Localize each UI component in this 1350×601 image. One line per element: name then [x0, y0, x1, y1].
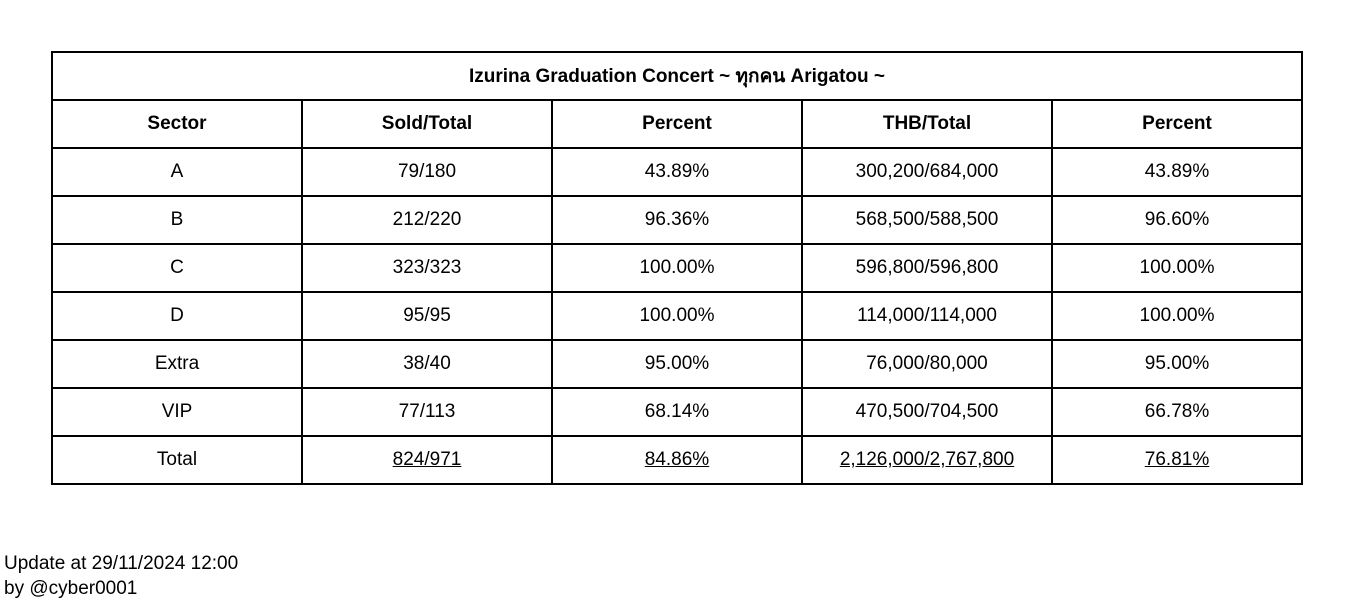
- cell-sold-total: 212/220: [301, 195, 553, 245]
- total-thb: 2,126,000/2,767,800: [801, 435, 1053, 485]
- cell-percent-thb: 95.00%: [1050, 339, 1304, 389]
- cell-percent-thb: 66.78%: [1050, 387, 1304, 437]
- cell-sold-total: 79/180: [301, 147, 553, 197]
- cell-thb-total: 76,000/80,000: [801, 339, 1053, 389]
- cell-percent-thb: 43.89%: [1050, 147, 1304, 197]
- total-sold: 824/971: [301, 435, 553, 485]
- cell-percent-sold: 96.36%: [551, 195, 803, 245]
- cell-percent-thb: 96.60%: [1050, 195, 1304, 245]
- cell-thb-total: 568,500/588,500: [801, 195, 1053, 245]
- table-row: B 212/220 96.36% 568,500/588,500 96.60%: [51, 195, 1304, 245]
- cell-sector: D: [51, 291, 303, 341]
- table-row: D 95/95 100.00% 114,000/114,000 100.00%: [51, 291, 1304, 341]
- cell-thb-total: 114,000/114,000: [801, 291, 1053, 341]
- cell-percent-sold: 95.00%: [551, 339, 803, 389]
- cell-sold-total: 38/40: [301, 339, 553, 389]
- cell-percent-thb: 100.00%: [1050, 243, 1304, 293]
- table-row: Extra 38/40 95.00% 76,000/80,000 95.00%: [51, 339, 1304, 389]
- cell-percent-sold: 100.00%: [551, 243, 803, 293]
- table-row: A 79/180 43.89% 300,200/684,000 43.89%: [51, 147, 1304, 197]
- cell-sector: A: [51, 147, 303, 197]
- cell-sector: Total: [51, 435, 303, 485]
- update-timestamp: Update at 29/11/2024 12:00: [4, 553, 239, 574]
- footer-note: Update at 29/11/2024 12:00 by @cyber0001: [4, 551, 238, 601]
- cell-percent-sold: 43.89%: [551, 147, 803, 197]
- cell-thb-total: 470,500/704,500: [801, 387, 1053, 437]
- table-title: Izurina Graduation Concert ~ ทุกคน Ariga…: [50, 51, 1304, 101]
- author-credit: by @cyber0001: [4, 578, 138, 599]
- header-sector: Sector: [51, 99, 303, 149]
- ticket-sales-table: Izurina Graduation Concert ~ ทุกคน Ariga…: [50, 51, 1304, 485]
- table-row: C 323/323 100.00% 596,800/596,800 100.00…: [51, 243, 1304, 293]
- cell-thb-total: 596,800/596,800: [801, 243, 1053, 293]
- title-row: Izurina Graduation Concert ~ ทุกคน Ariga…: [50, 51, 1304, 101]
- total-percent-sold: 84.86%: [551, 435, 803, 485]
- cell-percent-sold: 68.14%: [551, 387, 803, 437]
- cell-sold-total: 77/113: [301, 387, 553, 437]
- header-percent-sold: Percent: [551, 99, 803, 149]
- header-percent-thb: Percent: [1050, 99, 1304, 149]
- header-row: Sector Sold/Total Percent THB/Total Perc…: [51, 99, 1304, 149]
- cell-sector: VIP: [51, 387, 303, 437]
- total-row: Total 824/971 84.86% 2,126,000/2,767,800…: [51, 435, 1304, 485]
- cell-sector: C: [51, 243, 303, 293]
- header-thb-total: THB/Total: [801, 99, 1053, 149]
- table-body: Izurina Graduation Concert ~ ทุกคน Ariga…: [50, 51, 1304, 485]
- cell-thb-total: 300,200/684,000: [801, 147, 1053, 197]
- cell-sector: B: [51, 195, 303, 245]
- cell-sold-total: 95/95: [301, 291, 553, 341]
- header-sold-total: Sold/Total: [301, 99, 553, 149]
- cell-sector: Extra: [51, 339, 303, 389]
- table-row: VIP 77/113 68.14% 470,500/704,500 66.78%: [51, 387, 1304, 437]
- total-percent-thb: 76.81%: [1050, 435, 1304, 485]
- cell-percent-sold: 100.00%: [551, 291, 803, 341]
- cell-percent-thb: 100.00%: [1050, 291, 1304, 341]
- cell-sold-total: 323/323: [301, 243, 553, 293]
